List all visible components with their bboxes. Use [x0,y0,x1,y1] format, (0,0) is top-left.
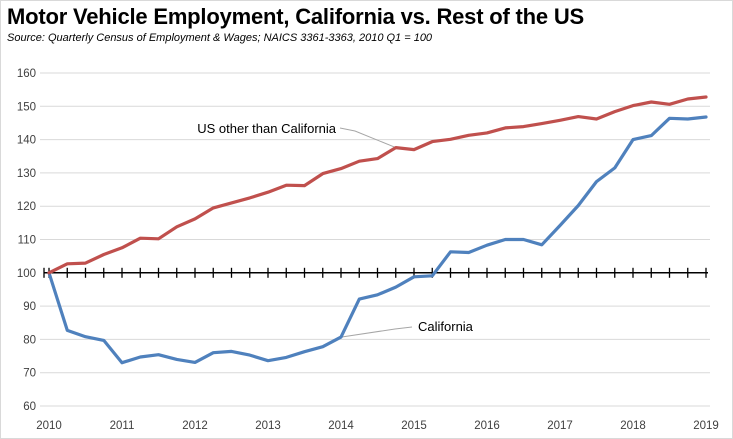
annotation-label: California [418,319,474,334]
annotation-leader-line [339,127,396,149]
y-tick-label: 130 [17,168,36,180]
y-tick-label: 100 [17,268,36,280]
y-tick-label: 110 [18,235,36,247]
x-tick-label: 2015 [401,420,427,432]
series-line-us-other-than-california [47,95,708,275]
annotation-leaders [339,127,413,338]
x-tick-label: 2014 [328,420,354,432]
x-tick-label: 2016 [474,420,500,432]
x-tick-label: 2018 [620,420,646,432]
x-axis-labels: 2010 2011 2012 2013 2014 2015 2016 2017 2018 2019 [36,420,719,432]
baseline-axis [43,267,708,278]
y-tick-label: 120 [17,201,36,213]
annotation-label: US other than California [197,121,337,136]
series-line-california [47,115,708,365]
x-tick-label: 2011 [110,420,135,432]
x-tick-label: 2019 [693,420,719,432]
y-tick-label: 80 [23,334,36,346]
y-tick-label: 90 [23,301,36,313]
chart-title: Motor Vehicle Employment, California vs.… [7,4,585,29]
x-tick-label: 2012 [182,420,208,432]
y-tick-label: 160 [17,68,36,80]
annotation-leader-line [340,326,413,338]
y-tick-label: 140 [17,135,36,147]
x-tick-label: 2013 [255,420,281,432]
chart-subtitle: Source: Quarterly Census of Employment &… [7,32,433,44]
y-tick-label: 70 [23,368,36,380]
annotations: US other than California California [197,121,473,334]
x-tick-label: 2017 [547,420,573,432]
y-tick-label: 150 [17,101,36,113]
series-lines [47,95,708,365]
y-axis-labels: 60 70 80 90 100 110 120 130 140 150 160 [17,68,36,413]
y-tick-label: 60 [23,401,36,413]
x-tick-label: 2010 [36,420,62,432]
